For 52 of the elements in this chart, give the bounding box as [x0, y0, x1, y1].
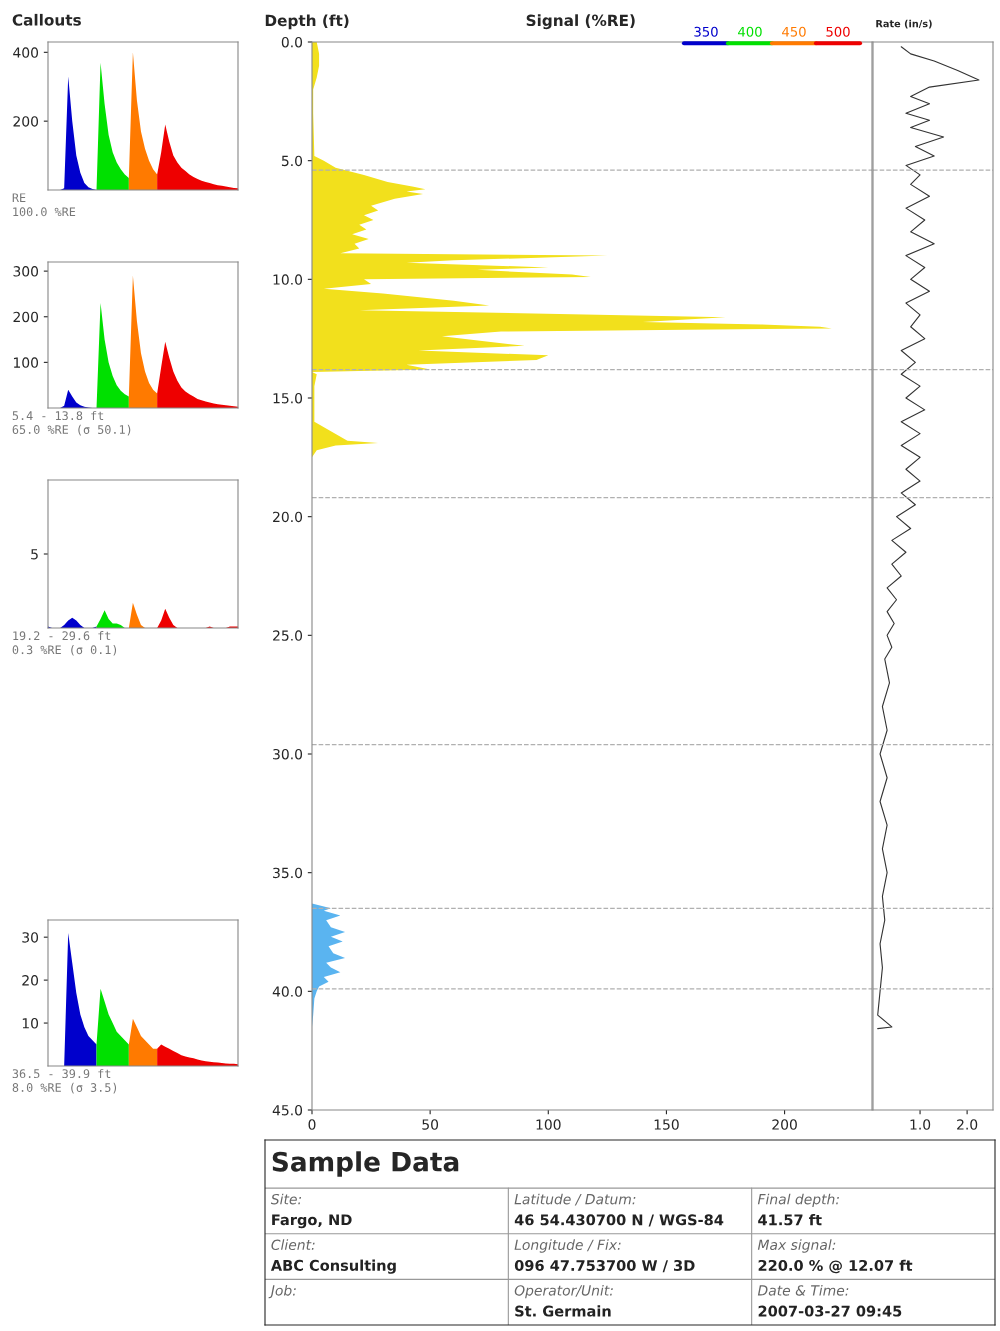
y-tick-label: 10.0: [273, 274, 303, 285]
y-tick-label: 15.0: [273, 392, 303, 404]
text: 0.3 %RE (σ 0.1): [12, 645, 117, 656]
y-tick-label: 30.0: [273, 748, 303, 760]
y-tick-label: 10: [22, 1018, 39, 1029]
text: 450: [782, 26, 806, 37]
x-tick-label: 0: [308, 1119, 316, 1130]
x-axis-title: Rate (in/s): [876, 19, 932, 29]
y-tick-label: 45.0: [272, 1104, 303, 1116]
y-tick-label: 300: [13, 266, 39, 277]
y-tick-label: 35.0: [273, 867, 303, 879]
y-tick-label: 200: [13, 116, 39, 127]
y-axis-title: Depth (ft): [265, 14, 349, 30]
text: 19.2 - 29.6 ft: [13, 631, 111, 641]
x-tick-label: 1.0: [910, 1119, 931, 1130]
y-tick-label: 25.0: [273, 630, 303, 641]
x-tick-label: 200: [772, 1119, 797, 1130]
text: 350: [694, 26, 718, 37]
y-tick-label: 40.0: [272, 986, 303, 997]
y-tick-label: 400: [13, 47, 39, 58]
y-tick-label: 5.0: [281, 155, 303, 167]
y-tick-label: 200: [13, 311, 39, 323]
x-tick-label: 2.0: [957, 1119, 978, 1130]
y-tick-label: 100: [13, 357, 39, 368]
y-tick-label: 30: [22, 932, 39, 943]
x-tick-label: 100: [536, 1119, 561, 1130]
text: Date & Time: 2007-03-27 09:45: [757, 1284, 902, 1317]
text: Max signal: 220.0 % @ 12.07 ft: [757, 1239, 913, 1274]
text: Final depth: 41.57 ft: [757, 1193, 839, 1226]
chart-title: Callouts: [12, 13, 81, 26]
text: Latitude / Datum: 46 54.430700 N / WGS-84: [514, 1193, 724, 1227]
text: 400: [738, 26, 762, 37]
y-tick-label: 20: [22, 975, 39, 986]
text: 100.0 %RE: [13, 207, 76, 217]
text: RE: [12, 193, 26, 202]
y-tick-label: 20.0: [273, 511, 303, 523]
text: Job:: [268, 1284, 296, 1299]
text: Site: Fargo, ND: [270, 1193, 352, 1229]
x-tick-label: 50: [422, 1119, 439, 1130]
text: 5.4 - 13.8 ft: [12, 410, 104, 421]
y-tick-label: 0.0: [281, 36, 303, 48]
y-tick-label: 5: [31, 549, 38, 560]
text: Longitude / Fix: 096 47.753700 W / 3D: [514, 1239, 695, 1273]
x-axis-title: Signal (%RE): [526, 14, 635, 30]
text: 65.0 %RE (σ 50.1): [12, 424, 131, 436]
x-tick-label: 150: [654, 1119, 679, 1130]
text: Sample Data: [272, 1151, 459, 1177]
text: 500: [826, 26, 850, 37]
text: Operator/Unit: St. Germain: [514, 1284, 613, 1317]
text: 8.0 %RE (σ 3.5): [12, 1082, 117, 1094]
text: 36.5 - 39.9 ft: [12, 1068, 111, 1079]
text: Client: ABC Consulting: [270, 1239, 396, 1274]
